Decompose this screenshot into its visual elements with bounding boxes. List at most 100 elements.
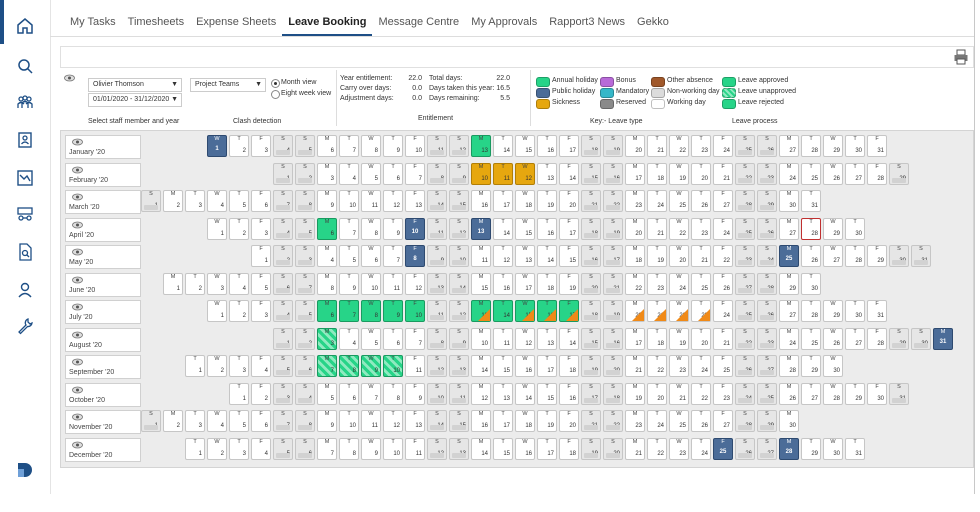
calendar-day[interactable]: M 20: [625, 135, 645, 157]
calendar-day[interactable]: T 16: [537, 135, 557, 157]
calendar-day[interactable]: S 20: [603, 355, 623, 377]
calendar-day[interactable]: S 16: [581, 245, 601, 267]
calendar-day[interactable]: T 21: [647, 217, 667, 240]
calendar-day[interactable]: F 26: [713, 272, 733, 295]
calendar-day[interactable]: S 23: [735, 245, 755, 267]
calendar-day[interactable]: S 29: [889, 162, 909, 185]
document-search-icon[interactable]: [13, 240, 37, 264]
calendar-day[interactable]: T 12: [383, 410, 403, 432]
calendar-day[interactable]: M 16: [471, 190, 491, 212]
calendar-day[interactable]: M 20: [625, 300, 645, 322]
calendar-day[interactable]: T 15: [537, 382, 557, 405]
calendar-day[interactable]: S 19: [603, 300, 623, 322]
calendar-day[interactable]: M 30: [779, 190, 799, 212]
calendar-day[interactable]: M 14: [471, 355, 491, 377]
calendar-day[interactable]: S 12: [449, 300, 469, 322]
calendar-day[interactable]: F 13: [405, 410, 425, 432]
calendar-day[interactable]: W 18: [515, 410, 535, 432]
calendar-day[interactable]: T 17: [493, 410, 513, 432]
calendar-day[interactable]: T 18: [537, 272, 557, 295]
calendar-day[interactable]: F 27: [713, 410, 733, 432]
eye-icon[interactable]: [72, 221, 83, 229]
calendar-day[interactable]: F 20: [559, 190, 579, 212]
calendar-day[interactable]: T 13: [537, 327, 557, 350]
calendar-day[interactable]: F 15: [559, 245, 579, 267]
tab-my-tasks[interactable]: My Tasks: [70, 16, 116, 28]
calendar-day[interactable]: T 11: [493, 162, 513, 185]
calendar-day[interactable]: F 21: [713, 162, 733, 185]
calendar-day[interactable]: M 28: [779, 355, 799, 377]
calendar-day[interactable]: W 19: [669, 162, 689, 185]
calendar-day[interactable]: T 10: [383, 355, 403, 377]
calendar-day[interactable]: S 16: [603, 327, 623, 350]
calendar-day[interactable]: T 31: [801, 190, 821, 212]
eye-icon[interactable]: [72, 193, 83, 201]
calendar-day[interactable]: T 15: [493, 437, 513, 460]
eye-icon[interactable]: [72, 441, 83, 449]
calendar-day[interactable]: T 24: [691, 437, 711, 460]
calendar-day[interactable]: W 11: [361, 190, 381, 212]
eye-icon[interactable]: [72, 248, 83, 256]
calendar-day[interactable]: F 17: [559, 217, 579, 240]
calendar-day[interactable]: T 22: [647, 437, 667, 460]
calendar-day[interactable]: W 28: [823, 382, 843, 405]
calendar-day[interactable]: T 21: [647, 300, 667, 322]
calendar-day[interactable]: W 26: [823, 327, 843, 350]
calendar-day[interactable]: T 30: [845, 300, 865, 322]
calendar-day[interactable]: T 26: [691, 410, 711, 432]
calendar-day[interactable]: M 12: [471, 382, 491, 405]
calendar-day[interactable]: S 27: [735, 272, 755, 295]
calendar-day[interactable]: S 29: [889, 327, 909, 350]
calendar-day[interactable]: F 11: [405, 437, 425, 460]
calendar-day[interactable]: S 24: [757, 245, 777, 267]
calendar-day[interactable]: W 22: [669, 135, 689, 157]
calendar-day[interactable]: S 15: [449, 410, 469, 432]
calendar-day[interactable]: S 19: [603, 135, 623, 157]
calendar-day[interactable]: F 31: [867, 300, 887, 322]
calendar-day[interactable]: T 24: [691, 355, 711, 377]
calendar-day[interactable]: T 16: [493, 272, 513, 295]
calendar-day[interactable]: W 16: [515, 437, 535, 460]
calendar-day[interactable]: S 23: [757, 162, 777, 185]
calendar-day[interactable]: T 17: [493, 190, 513, 212]
calendar-day[interactable]: T 21: [647, 135, 667, 157]
calendar-day[interactable]: T 28: [801, 135, 821, 157]
calendar-day[interactable]: W 30: [823, 355, 843, 377]
calendar-day[interactable]: T 30: [845, 217, 865, 240]
person-icon[interactable]: [13, 278, 37, 302]
calendar-day[interactable]: W 17: [515, 272, 535, 295]
calendar-day[interactable]: F 14: [559, 327, 579, 350]
calendar-day[interactable]: T 29: [801, 437, 821, 460]
calendar-day[interactable]: S 21: [603, 272, 623, 295]
